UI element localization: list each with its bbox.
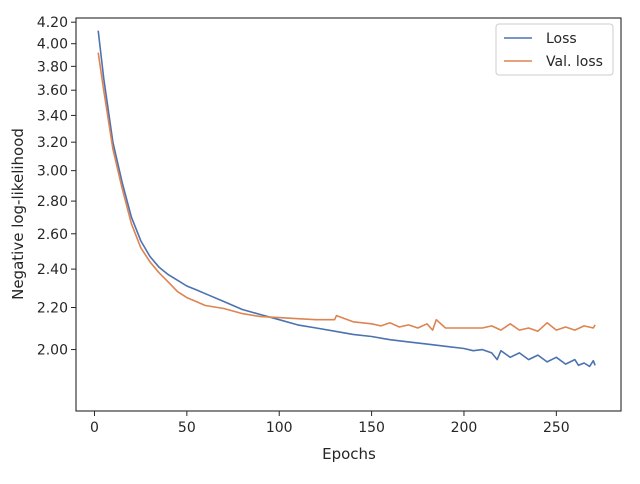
- y-tick-label: 2.80: [37, 194, 68, 210]
- x-tick-label: 100: [266, 420, 293, 436]
- legend-label-val-loss: Val. loss: [546, 54, 603, 70]
- y-axis-label: Negative log-likelihood: [9, 128, 27, 300]
- y-tick-label: 3.40: [37, 108, 68, 124]
- legend-label-loss: Loss: [546, 31, 577, 47]
- x-axis-label: Epochs: [322, 445, 376, 463]
- y-tick-label: 4.00: [37, 37, 68, 53]
- x-tick-label: 50: [178, 420, 196, 436]
- x-tick-label: 250: [543, 420, 570, 436]
- plot-lines: [97, 30, 596, 368]
- y-tick-label: 2.40: [37, 262, 68, 278]
- y-tick-label: 2.60: [37, 227, 68, 243]
- y-tick-label: 3.20: [37, 135, 68, 151]
- y-tick-label: 3.80: [37, 59, 68, 75]
- x-tick-label: 150: [358, 420, 385, 436]
- series-line-loss: [97, 30, 596, 368]
- y-tick-label: 4.20: [37, 15, 68, 31]
- series-line-val-loss: [97, 52, 596, 333]
- y-axis-ticks: 2.00 2.20 2.40 2.60 2.80 3.00 3.20 3.40 3.60 3.80…: [37, 15, 76, 359]
- y-tick-label: 2.20: [37, 300, 68, 316]
- plot-frame: [75, 17, 622, 412]
- x-tick-label: 0: [90, 420, 99, 436]
- x-axis-ticks: 0 50 100 150 200 250: [90, 411, 570, 436]
- x-tick-label: 200: [451, 420, 478, 436]
- y-tick-label: 3.00: [37, 164, 68, 180]
- legend-box: [495, 23, 614, 76]
- legend: Loss Val. loss: [495, 23, 614, 76]
- y-tick-label: 3.60: [37, 83, 68, 99]
- y-tick-label: 2.00: [37, 343, 68, 359]
